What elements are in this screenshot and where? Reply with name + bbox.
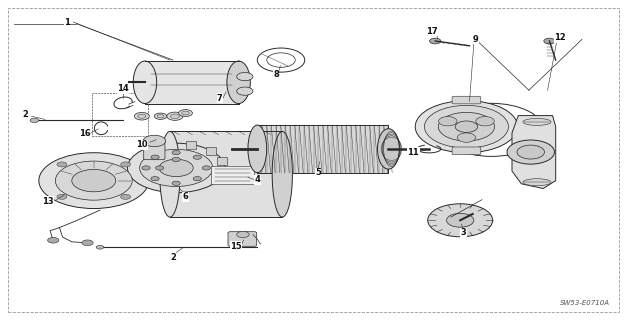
FancyBboxPatch shape <box>144 140 165 160</box>
Text: SW53-E0710A: SW53-E0710A <box>560 300 610 306</box>
Circle shape <box>439 116 457 126</box>
Circle shape <box>138 114 146 118</box>
Circle shape <box>39 153 149 209</box>
Circle shape <box>159 159 193 177</box>
FancyBboxPatch shape <box>452 96 481 104</box>
Text: 6: 6 <box>182 192 189 201</box>
Bar <box>170 132 282 217</box>
Circle shape <box>457 133 476 142</box>
Circle shape <box>237 72 253 81</box>
Ellipse shape <box>272 132 292 217</box>
Text: 1: 1 <box>64 18 70 27</box>
Text: 4: 4 <box>255 175 260 184</box>
Circle shape <box>72 170 116 192</box>
Bar <box>92 93 148 136</box>
Text: 15: 15 <box>230 242 242 251</box>
Polygon shape <box>512 116 556 188</box>
Circle shape <box>157 115 164 118</box>
Text: 2: 2 <box>22 110 28 119</box>
Circle shape <box>151 177 159 181</box>
Circle shape <box>57 162 67 167</box>
Circle shape <box>154 113 167 119</box>
Text: 9: 9 <box>473 35 478 44</box>
Circle shape <box>429 38 441 44</box>
Ellipse shape <box>134 61 157 104</box>
Text: 10: 10 <box>136 140 147 149</box>
Circle shape <box>151 155 159 159</box>
FancyBboxPatch shape <box>228 232 256 246</box>
Ellipse shape <box>227 61 250 104</box>
Circle shape <box>507 140 554 164</box>
Text: 8: 8 <box>273 70 279 79</box>
Ellipse shape <box>248 125 266 173</box>
Circle shape <box>120 162 130 167</box>
Circle shape <box>171 114 179 118</box>
Circle shape <box>167 112 183 120</box>
Circle shape <box>127 143 225 193</box>
Bar <box>257 125 388 173</box>
Text: 12: 12 <box>554 33 566 42</box>
Circle shape <box>544 38 555 44</box>
Circle shape <box>30 118 39 123</box>
Circle shape <box>142 166 150 170</box>
Text: 3: 3 <box>460 228 466 237</box>
Text: 5: 5 <box>315 168 321 177</box>
FancyBboxPatch shape <box>452 147 481 155</box>
Bar <box>186 141 196 149</box>
Text: 16: 16 <box>78 130 90 139</box>
Circle shape <box>438 112 495 141</box>
Text: 7: 7 <box>217 94 223 103</box>
Text: 11: 11 <box>408 148 419 156</box>
Circle shape <box>55 161 132 200</box>
Circle shape <box>237 231 249 238</box>
Bar <box>211 166 254 184</box>
Circle shape <box>155 166 164 170</box>
Circle shape <box>97 245 103 249</box>
Circle shape <box>179 109 192 116</box>
Circle shape <box>193 177 201 181</box>
Circle shape <box>172 150 181 155</box>
Circle shape <box>237 87 253 95</box>
Circle shape <box>143 135 166 147</box>
Circle shape <box>428 204 493 237</box>
Ellipse shape <box>523 179 551 186</box>
Circle shape <box>203 166 211 170</box>
Ellipse shape <box>523 118 551 125</box>
Ellipse shape <box>377 129 399 169</box>
Text: 13: 13 <box>43 197 54 206</box>
Circle shape <box>57 194 67 199</box>
Circle shape <box>134 112 149 120</box>
Circle shape <box>415 101 518 153</box>
Circle shape <box>517 145 544 159</box>
Ellipse shape <box>160 132 180 217</box>
Circle shape <box>455 121 478 132</box>
Circle shape <box>82 240 93 246</box>
Circle shape <box>172 181 181 185</box>
Circle shape <box>476 116 494 126</box>
Circle shape <box>172 157 181 162</box>
Text: 14: 14 <box>117 84 129 93</box>
Text: 2: 2 <box>170 253 176 262</box>
Bar <box>206 147 216 155</box>
Circle shape <box>48 237 59 243</box>
Circle shape <box>193 155 201 159</box>
Text: 17: 17 <box>426 27 438 36</box>
Bar <box>145 61 239 104</box>
Circle shape <box>446 213 474 227</box>
Circle shape <box>140 149 213 187</box>
Circle shape <box>182 111 189 115</box>
Circle shape <box>424 105 508 148</box>
Bar <box>218 157 228 165</box>
Circle shape <box>120 194 130 199</box>
